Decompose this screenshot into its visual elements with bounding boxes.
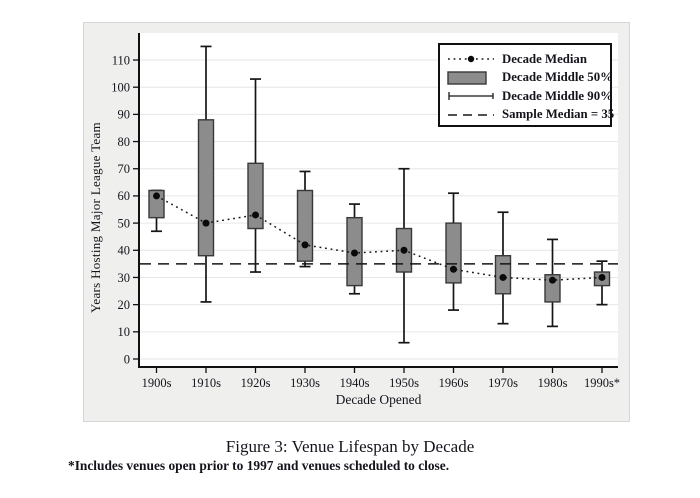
median-dot-1900s <box>153 192 160 200</box>
box-marker-icon <box>447 71 495 85</box>
iqr-box-1980s <box>544 274 561 303</box>
x-tick-label-1990s*: 1990s* <box>584 376 620 390</box>
y-tick-label-90: 90 <box>118 108 131 122</box>
y-tick-label-50: 50 <box>118 216 131 230</box>
x-tick-label-1970s: 1970s <box>488 376 518 390</box>
figure-footnote: *Includes venues open prior to 1997 and … <box>68 458 450 473</box>
legend-item: Decade Median <box>447 50 610 69</box>
x-tick-label-1960s: 1960s <box>439 376 469 390</box>
median-dot-1930s <box>301 241 309 249</box>
iqr-box-1900s <box>148 189 165 219</box>
median-dot-1910s <box>202 219 210 227</box>
x-tick-label-1910s: 1910s <box>191 376 221 390</box>
y-axis-title: Years Hosting Major League Team <box>88 122 103 313</box>
median-dot-1970s <box>499 273 507 281</box>
iqr-box-1960s <box>445 222 462 284</box>
iqr-box-1930s <box>296 189 314 262</box>
legend-item: Decade Middle 90% <box>447 87 613 106</box>
median-dot-1980s <box>549 276 556 284</box>
y-tick-label-60: 60 <box>118 189 131 203</box>
legend-item: Decade Middle 50% <box>447 69 613 88</box>
legend-label: Decade Middle 50% <box>502 70 613 85</box>
x-tick-label-1920s: 1920s <box>241 376 271 390</box>
y-tick-label-80: 80 <box>118 135 131 149</box>
legend-label: Decade Median <box>502 51 587 66</box>
x-tick-label-1900s: 1900s <box>142 376 172 390</box>
y-tick-label-70: 70 <box>118 162 131 176</box>
legend-item: Sample Median = 35 <box>447 106 614 125</box>
legend: Decade Median Decade Middle 50% <box>438 43 614 127</box>
dotted-median-marker-icon <box>447 52 495 66</box>
y-tick-label-40: 40 <box>118 244 131 258</box>
median-dot-1990s* <box>598 273 606 281</box>
y-tick-label-30: 30 <box>118 271 131 285</box>
y-tick-label-100: 100 <box>111 81 130 95</box>
figure-caption: Figure 3: Venue Lifespan by Decade <box>225 437 475 456</box>
legend-label: Decade Middle 90% <box>502 88 613 103</box>
x-tick-label-1950s: 1950s <box>389 376 419 390</box>
x-tick-label-1930s: 1930s <box>290 376 320 390</box>
dashed-line-marker-icon <box>447 108 495 122</box>
iqr-box-1910s <box>197 119 215 257</box>
y-tick-label-20: 20 <box>118 298 131 312</box>
chart-figure: 0 10 20 30 40 50 60 70 80 90 100 110 1900s 1910s 1920s… <box>83 22 630 422</box>
decade-median-line <box>156 195 603 281</box>
median-dot-1920s <box>252 211 259 219</box>
y-tick-label-110: 110 <box>112 53 130 67</box>
median-dot-1940s <box>351 249 358 257</box>
x-axis-title: Decade Opened <box>335 392 422 407</box>
legend-label: Sample Median = 35 <box>502 107 615 122</box>
iqr-box-1920s <box>247 162 264 230</box>
x-tick-label-1940s: 1940s <box>340 376 370 390</box>
y-tick-label-10: 10 <box>118 325 131 339</box>
median-dot-1960s <box>450 265 457 273</box>
x-tick-label-1980s: 1980s <box>538 376 568 390</box>
whisker-marker-icon <box>447 89 495 103</box>
y-tick-label-0: 0 <box>124 352 130 366</box>
median-dot-1950s <box>400 246 408 254</box>
